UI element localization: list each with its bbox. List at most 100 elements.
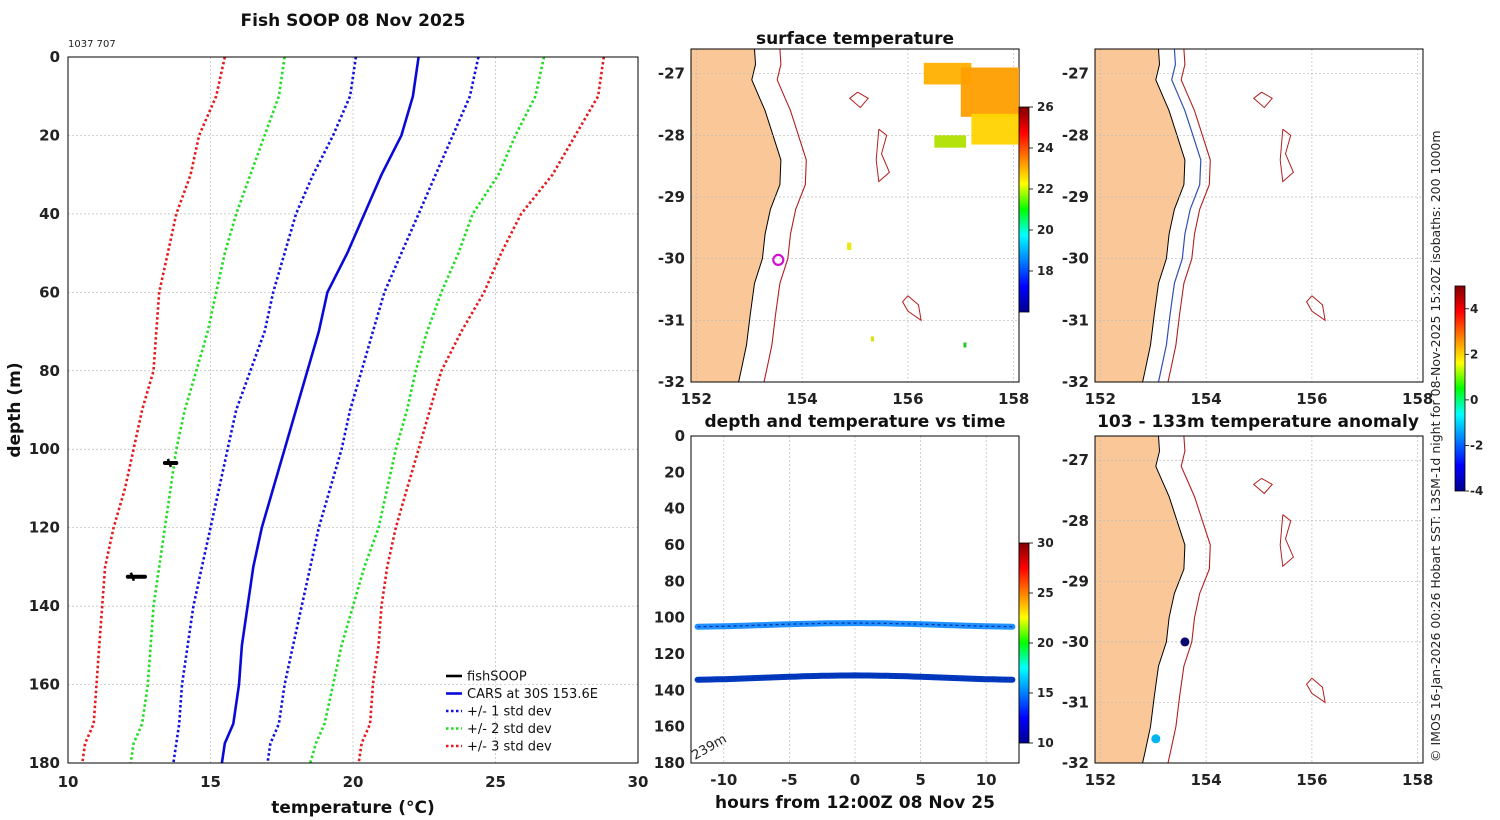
colorbar-tick-label: 25 [1037,586,1054,600]
xtick-label: 25 [485,773,506,791]
bathy-map-body: 152 154 156 158 -27 -28 -29 -30 -31 -32 [1062,48,1433,408]
lat-tick-label: -29 [1062,572,1089,590]
profile-gridlines [67,56,639,764]
xtick-label: 5 [915,771,925,789]
seamount-contour [1305,295,1326,322]
xtick-label: 10 [976,771,997,789]
anomaly-colorbar: -4 -2 0 2 4 [1454,285,1483,498]
lon-tick-label: 154 [1190,771,1221,789]
ytick-label: 80 [664,572,685,590]
profile-axes-frame [67,56,639,764]
sst-pixel-patch [971,113,1019,145]
xtick-label: 15 [200,773,221,791]
anomaly-map-title: 103 - 133m temperature anomaly [1097,412,1419,432]
lat-tick-label: -27 [1062,451,1089,469]
colorbar-tick-label: -2 [1470,438,1483,452]
colorbar-tick-label: -4 [1470,484,1483,498]
land-polygon [1094,435,1186,764]
sst-map-title: surface temperature [756,29,954,49]
profile-line-cars-at-30s-153-6e [220,57,420,763]
sst-map-panel: surface temperature 152 154 156 158 -27 -28 -2… [658,29,1054,408]
colorbar-tick-label: 20 [1037,636,1054,650]
profile-line--3-std [357,57,606,763]
sst-colorbar: 18 20 22 24 26 [1018,100,1054,313]
ytick-label: 0 [50,48,60,66]
lon-tick-label: 152 [1085,390,1116,408]
profile-line--2-std [309,57,546,763]
lat-tick-label: -27 [658,65,685,83]
lat-tick-label: -31 [658,311,685,329]
colorbar-tick-label: 4 [1470,302,1478,316]
profile-line--3-std [81,57,227,763]
profile-series [81,57,606,763]
lat-tick-label: -27 [1062,65,1089,83]
profile-line--2-std [129,57,286,763]
ytick-label: 140 [654,681,685,699]
depth-track-line [697,622,1013,628]
sst-map-body: 152 154 156 158 -27 -28 -29 -30 -31 -32 [658,48,1029,408]
lon-tick-label: 156 [892,390,923,408]
xtick-label: 0 [850,771,860,789]
colorbar-tick-label: 2 [1470,347,1478,361]
land-polygon [1094,48,1186,383]
lat-tick-label: -30 [1062,633,1089,651]
lat-tick-label: -32 [1062,754,1089,772]
lat-tick-label: -28 [1062,512,1089,530]
seamount-contour [1279,514,1295,568]
colorbar-tick-label: 10 [1037,736,1054,750]
sst-pixel-patch [963,342,967,348]
lon-tick-label: 158 [998,390,1029,408]
seamount-contour [1305,677,1326,704]
lat-tick-label: -31 [1062,311,1089,329]
lat-tick-label: -31 [1062,693,1089,711]
isobath-1000m [763,48,807,383]
legend-entry: CARS at 30S 153.6E [467,687,598,702]
ytick-label: 40 [39,205,60,223]
fishsoop-location-marker [772,253,785,266]
colorbar-tick-label: 0 [1470,393,1478,407]
xtick-label: -10 [710,771,737,789]
lat-tick-label: -32 [658,373,685,391]
ytick-label: 140 [29,597,60,615]
anomaly-point [1151,734,1161,744]
fishsoop-tick [129,572,136,582]
sst-pixel-patch [870,336,875,342]
time-depth-tracks [694,620,1016,683]
seamount-contour [1252,477,1273,495]
ytick-label: 180 [29,754,60,772]
ytick-label: 60 [664,536,685,554]
anomaly-point [1180,637,1190,647]
anomaly-map-panel: 103 - 133m temperature anomaly 152 154 156… [1062,285,1483,789]
colorbar-tick-label: 30 [1037,536,1054,550]
lon-tick-label: 152 [681,390,712,408]
seamount-contour [875,128,891,183]
legend-entry: +/- 2 std dev [467,722,552,737]
lon-tick-label: 152 [1085,771,1116,789]
ytick-label: 0 [675,427,685,445]
ytick-label: 20 [664,463,685,481]
colorbar-tick-label: 15 [1037,686,1054,700]
xtick-label: 30 [628,773,649,791]
sst-pixel-patch [934,135,967,148]
time-depth-panel: depth and temperature vs time -10 -5 0 5 10 0… [654,412,1054,813]
time-depth-title: depth and temperature vs time [705,412,1006,432]
colorbar-tick-label: 20 [1037,223,1054,237]
lon-tick-label: 156 [1296,390,1327,408]
lat-tick-label: -30 [658,250,685,268]
colorbar-tick-label: 22 [1037,182,1054,196]
lon-tick-label: 154 [786,390,817,408]
time-depth-bottom-label: 239m [690,732,730,764]
time-depth-xlabel: hours from 12:00Z 08 Nov 25 [715,793,995,813]
xtick-label: -5 [781,771,798,789]
ytick-label: 120 [654,645,685,663]
seamount-contour [901,295,922,322]
ytick-label: 40 [664,500,685,518]
isobath-200m [1157,48,1202,383]
fishsoop-marks [125,458,179,582]
colorbar-tick-label: 26 [1037,100,1054,114]
anomaly-map-body: 152 154 156 158 -27 -28 -29 -30 -31 -32 [1062,435,1433,789]
depth-track-line [697,674,1013,681]
ytick-label: 80 [39,362,60,380]
